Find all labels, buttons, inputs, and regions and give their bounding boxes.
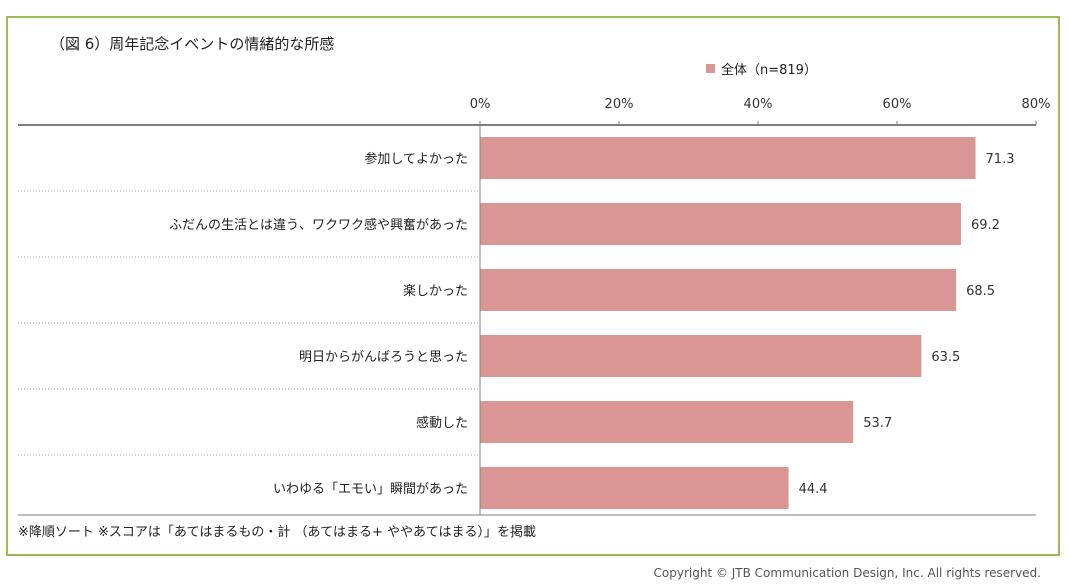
category-label: ふだんの生活とは違う、ワクワク感や興奮があった (169, 217, 468, 233)
value-label: 63.5 (931, 350, 960, 365)
bar (480, 335, 922, 377)
bar (480, 467, 789, 509)
value-label: 69.2 (971, 218, 1000, 233)
category-label: 楽しかった (403, 283, 468, 299)
copyright: Copyright © JTB Communication Design, In… (653, 566, 1042, 580)
value-label: 71.3 (986, 152, 1015, 167)
category-label: 感動した (416, 415, 468, 431)
value-label: 53.7 (863, 416, 892, 431)
x-tick-label: 80% (1022, 97, 1051, 112)
bar (480, 203, 961, 245)
category-label: いわゆる「エモい」瞬間があった (273, 482, 468, 497)
value-label: 44.4 (799, 482, 828, 497)
x-tick-label: 60% (883, 97, 912, 112)
legend-swatch (706, 64, 715, 73)
chart-legend: 全体（n=819） (706, 59, 817, 78)
category-label: 明日からがんばろうと思った (299, 350, 468, 365)
footnote: ※降順ソート ※スコアは「あてはまるもの・計 （あてはまる+ ややあてはまる）」… (18, 525, 537, 540)
bar (480, 401, 854, 443)
category-label: 参加してよかった (364, 151, 468, 167)
value-label: 68.5 (966, 284, 995, 299)
legend-label: 全体（n=819） (721, 63, 817, 78)
bar (480, 137, 976, 179)
x-tick-label: 20% (605, 97, 634, 112)
x-tick-label: 0% (470, 97, 491, 112)
x-tick-label: 40% (744, 97, 773, 112)
chart-title: （図 6）周年記念イベントの情緒的な所感 (50, 35, 335, 53)
bar (480, 269, 957, 311)
